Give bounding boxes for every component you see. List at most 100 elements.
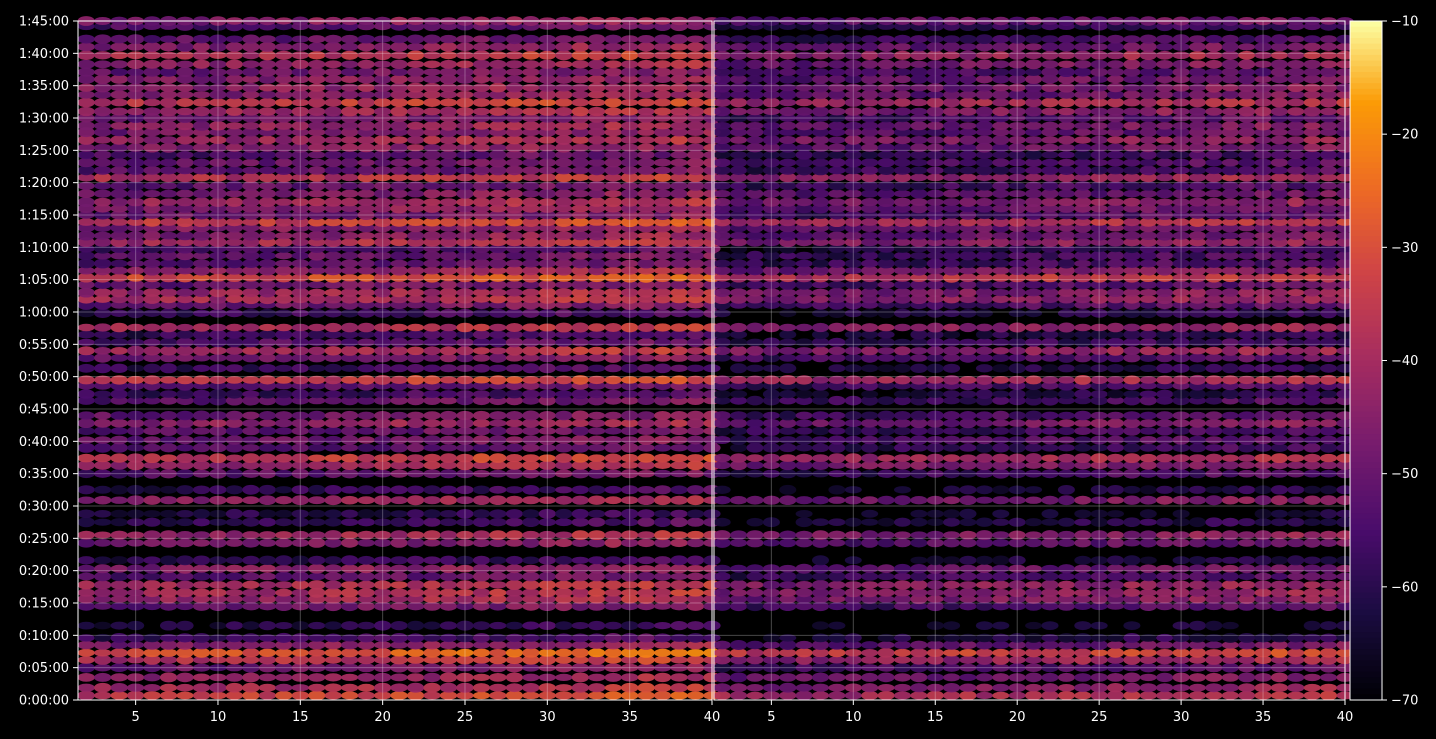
heatmap-cell [1057,258,1075,269]
heatmap-cell [456,672,474,683]
heatmap-cell [604,518,622,526]
heatmap-cell [77,530,95,540]
heatmap-cell [959,538,977,548]
heatmap-cell [77,346,95,356]
heatmap-cell [390,602,408,611]
heatmap-cell [1270,418,1288,428]
heatmap-cell [604,323,622,332]
heatmap-cell [225,589,243,597]
heatmap-cell [341,34,359,44]
heatmap-cell [538,323,556,332]
heatmap-cell [275,436,293,444]
heatmap-cell [423,308,441,318]
heatmap-cell [877,531,895,539]
heatmap-cell [828,461,846,469]
heatmap-cell [1025,683,1043,692]
heatmap-cell [94,621,112,630]
heatmap-cell [176,555,194,566]
heatmap-cell [1270,672,1288,683]
heatmap-cell [94,272,112,283]
heatmap-cell [324,322,342,333]
heatmap-cell [489,347,507,355]
heatmap-cell [1320,641,1338,649]
heatmap-cell [374,337,392,348]
heatmap-cell [275,427,293,435]
heatmap-cell [1270,518,1288,527]
heatmap-cell [291,309,309,317]
heatmap-cell [456,641,474,649]
heatmap-cell [192,460,211,470]
heatmap-cell [877,330,895,339]
heatmap-cell [861,581,879,589]
heatmap-cell [746,237,764,247]
heatmap-cell [686,389,705,399]
heatmap-cell [77,197,95,208]
heatmap-cell [538,237,556,248]
heatmap-cell [1123,672,1141,683]
heatmap-cell [943,346,961,356]
heatmap-cell [324,265,342,276]
heatmap-cell [291,158,309,168]
heatmap-cell [1303,280,1321,289]
heatmap-cell [1107,237,1124,247]
heatmap-cell [1057,460,1075,470]
heatmap-cell [621,621,639,631]
heatmap-cell [242,390,260,398]
heatmap-cell [670,280,688,290]
heatmap-cell [258,287,276,298]
heatmap-cell [779,347,797,355]
heatmap-cell [943,509,961,519]
heatmap-cell [555,90,573,100]
heatmap-cell [1057,469,1075,478]
heatmap-cell [1270,538,1288,548]
heatmap-cell [192,640,211,650]
heatmap-cell [192,673,211,682]
heatmap-cell [192,683,211,693]
heatmap-cell [242,75,260,83]
heatmap-cell [505,273,523,282]
heatmap-cell [472,530,491,540]
heatmap-cell [160,672,178,683]
heatmap-cell [910,469,928,479]
heatmap-cell [877,281,895,289]
heatmap-cell [713,294,731,304]
heatmap-cell [472,273,491,283]
heatmap-cell [571,389,589,399]
heatmap-cell [686,172,705,183]
heatmap-cell [1057,389,1075,399]
heatmap-cell [291,580,309,590]
heatmap-cell [588,181,606,191]
heatmap-cell [192,581,211,589]
heatmap-cell [143,485,161,495]
heatmap-cell [192,555,211,566]
heatmap-cell [1041,395,1059,406]
heatmap-cell [730,396,748,405]
heatmap-cell [341,601,359,612]
heatmap-cell [341,419,359,428]
heatmap-cell [992,453,1010,463]
heatmap-cell [746,640,764,650]
heatmap-cell [1156,375,1174,385]
heatmap-cell [1189,620,1206,631]
heatmap-cell [522,663,540,672]
heatmap-cell [110,74,128,84]
heatmap-cell [861,294,879,304]
heatmap-cell [1107,641,1124,649]
heatmap-cell [943,621,961,630]
heatmap-cell [143,691,161,700]
heatmap-cell [489,495,507,506]
heatmap-cell [1287,672,1305,682]
heatmap-cell [341,245,359,253]
heatmap-cell [357,427,375,435]
heatmap-cell [779,323,797,332]
heatmap-cell [762,539,780,547]
heatmap-cell [1172,363,1190,373]
heatmap-cell [861,509,879,518]
heatmap-cell [1139,663,1157,673]
heatmap-cell [357,308,375,318]
heatmap-cell [1041,419,1059,428]
heatmap-cell [910,454,928,463]
heatmap-cell [943,280,961,290]
heatmap-cell [176,251,194,261]
heatmap-cell [812,663,829,673]
